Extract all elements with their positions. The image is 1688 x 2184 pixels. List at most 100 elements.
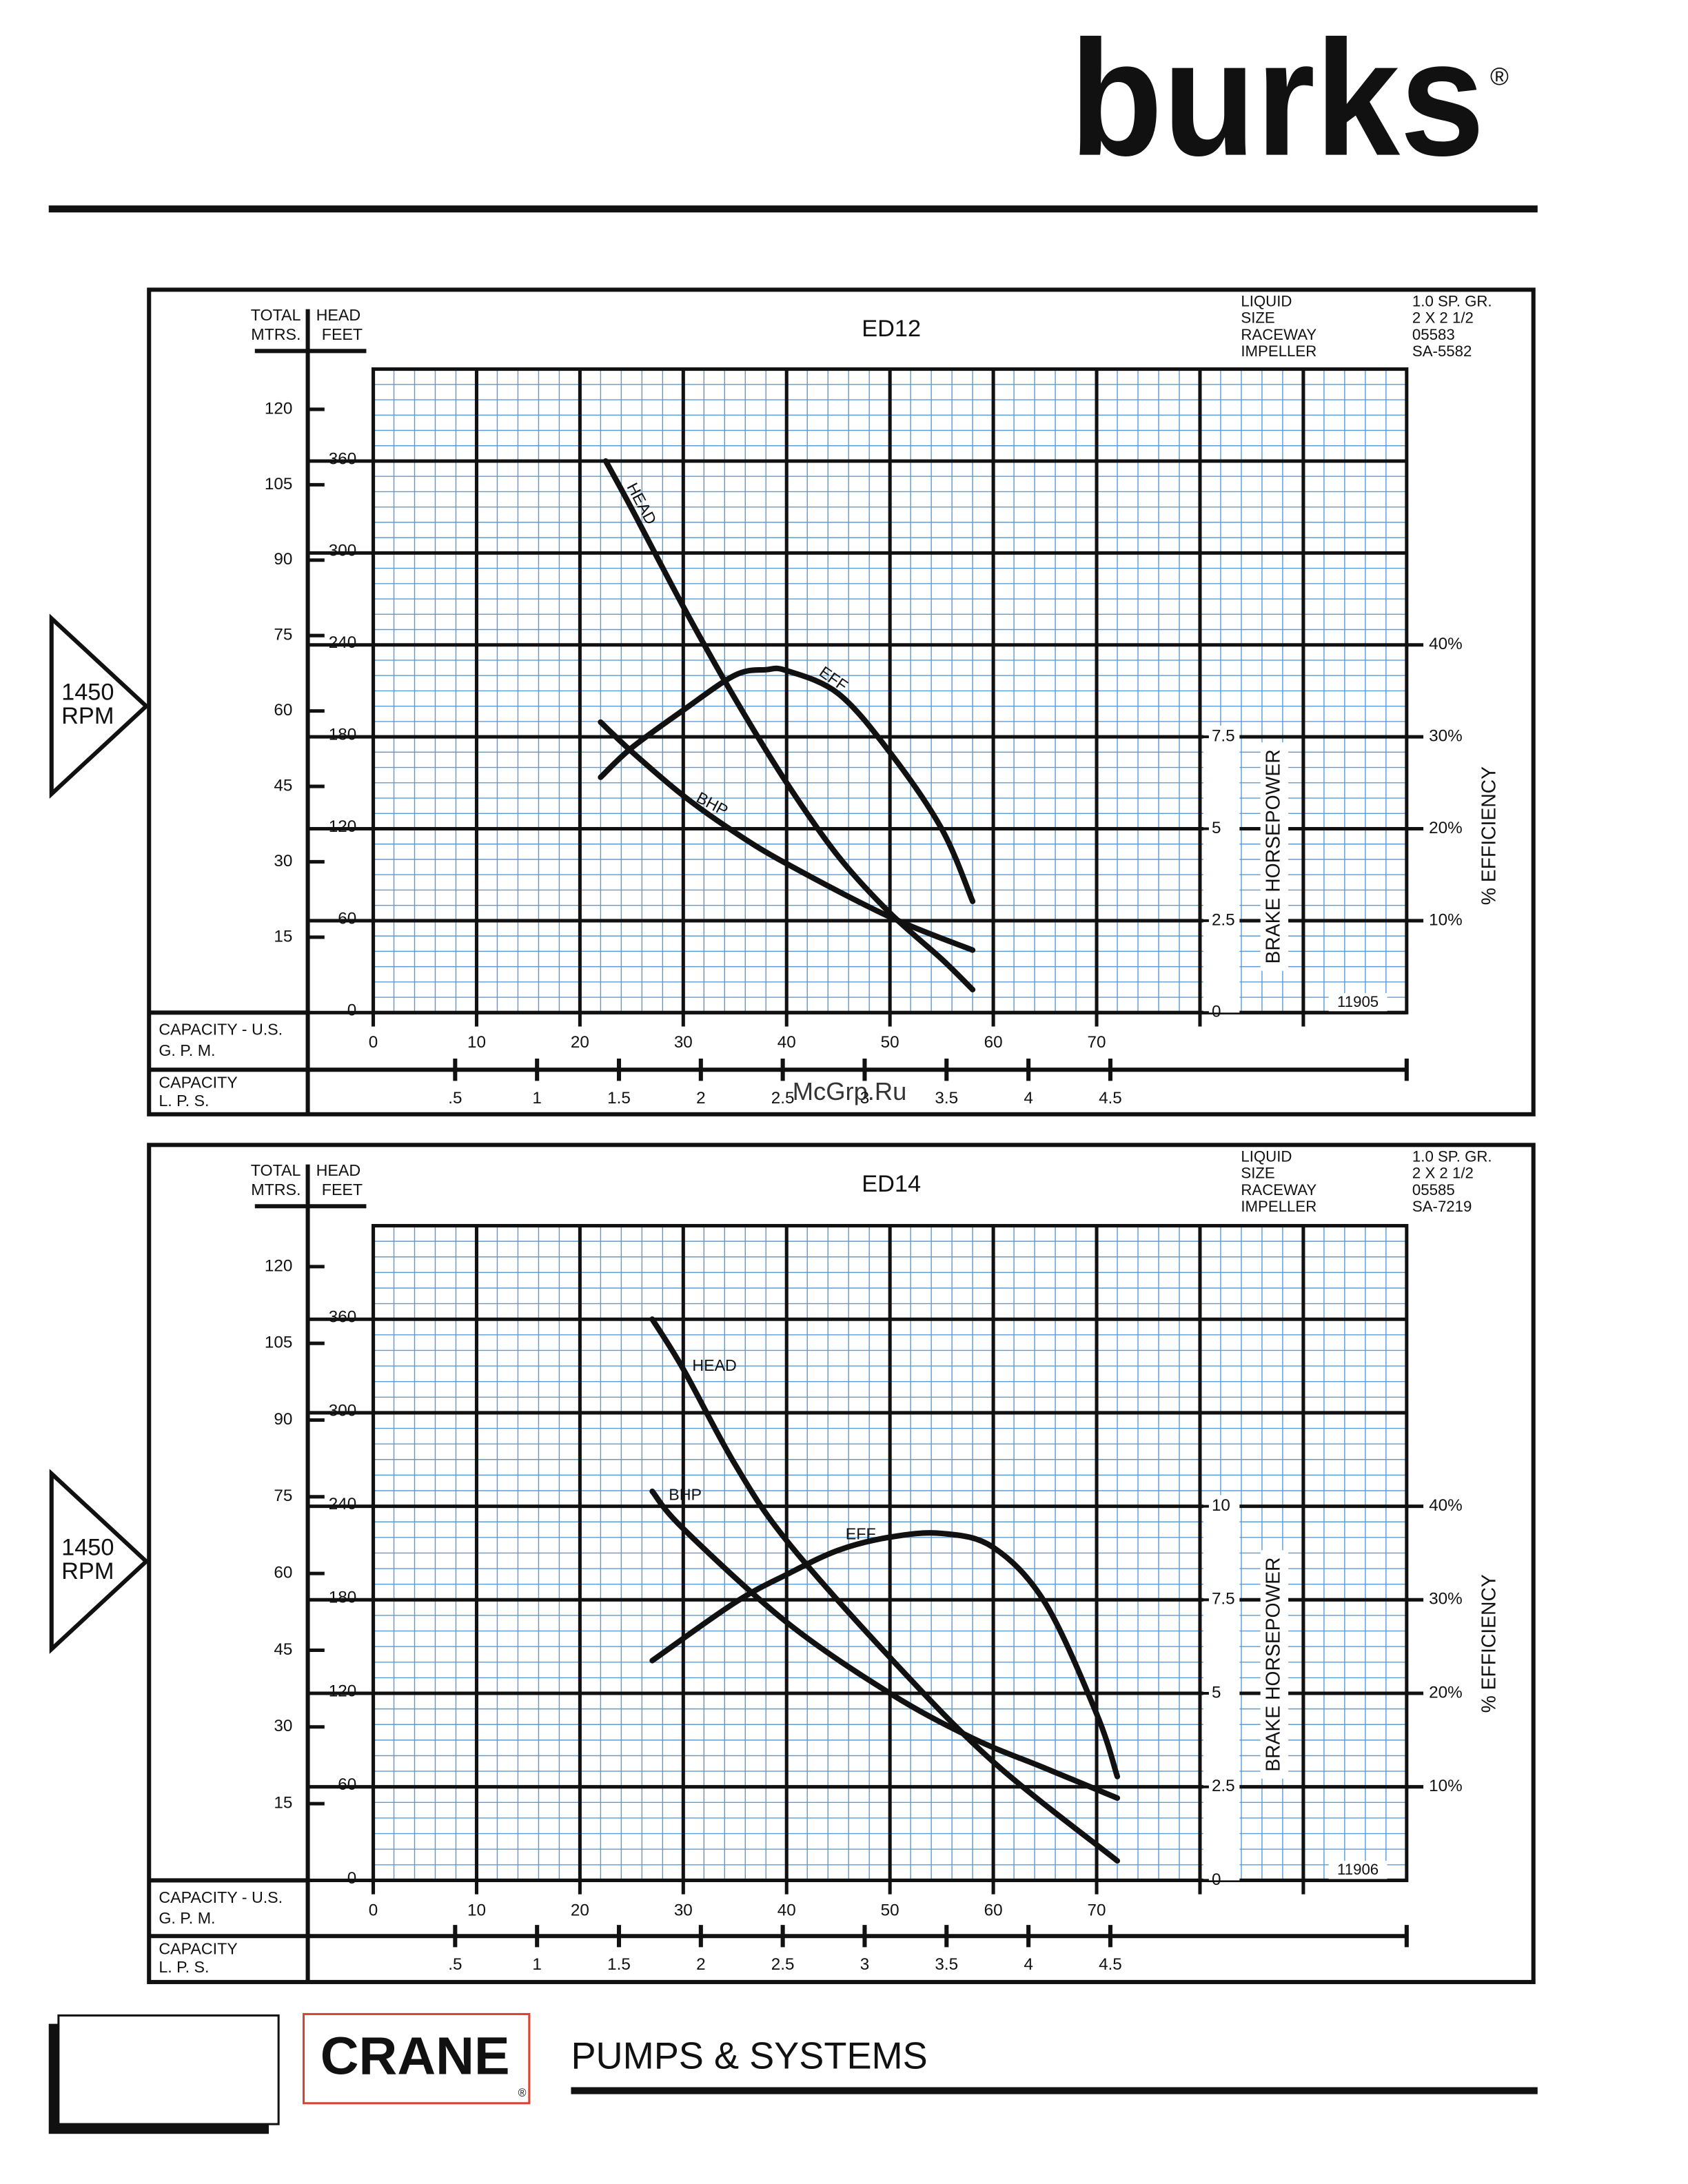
meter-tick-label: 60	[274, 701, 292, 720]
axis-label: FEET	[322, 1181, 363, 1198]
code-background	[1328, 1861, 1387, 1879]
axis-label: MTRS.	[251, 1181, 301, 1198]
spec-label: IMPELLER	[1241, 343, 1316, 360]
axis-label: HEAD	[316, 306, 361, 324]
lps-axis-title: CAPACITY	[159, 1074, 237, 1092]
crane-registered: ®	[518, 2087, 527, 2099]
efficiency-tick-label: 40%	[1429, 635, 1463, 653]
meter-tick-label: 30	[274, 852, 292, 870]
lps-axis-title: CAPACITY	[159, 1940, 237, 1958]
lps-tick-label: 3.5	[935, 1955, 958, 1974]
x-tick-label: 40	[777, 1033, 796, 1052]
speed-marker	[49, 613, 150, 799]
speed-marker	[49, 1469, 150, 1654]
speed-value: 1450	[61, 1534, 114, 1560]
bhp-label-background	[1203, 1495, 1240, 1881]
efficiency-tick-label: 30%	[1429, 727, 1463, 746]
meter-tick-label: 120	[265, 399, 292, 418]
y-tick-label: 300	[329, 1401, 356, 1420]
curve-label: HEAD	[692, 1356, 737, 1374]
x-tick-label: 0	[369, 1901, 378, 1919]
efficiency-axis-title: % EFFICIENCY	[1478, 766, 1500, 905]
bhp-tick-label: 5	[1212, 819, 1221, 837]
y-tick-label: 180	[329, 726, 356, 744]
meter-tick-label: 75	[274, 626, 292, 644]
bhp-tick-label: 0	[1212, 1003, 1221, 1021]
x-axis-title: G. P. M.	[159, 1041, 215, 1059]
watermark: McGrp.Ru	[793, 1077, 907, 1105]
y-tick-label: 0	[347, 1001, 356, 1020]
curve	[649, 1488, 1121, 1802]
meter-tick-label: 105	[265, 1334, 292, 1352]
x-tick-label: 0	[369, 1033, 378, 1052]
footer-box	[57, 2014, 280, 2125]
speed-unit: RPM	[61, 703, 114, 729]
spec-label: RACEWAY	[1241, 1181, 1316, 1198]
chart-title: ED12	[862, 316, 921, 342]
spec-value: 05583	[1412, 326, 1455, 343]
x-tick-label: 20	[571, 1901, 589, 1919]
lps-axis-title: L. P. S.	[159, 1958, 209, 1976]
axis-label: FEET	[322, 325, 363, 343]
bhp-tick-label: 10	[1212, 1496, 1230, 1515]
lps-tick-label: 1	[532, 1955, 541, 1974]
meter-tick-label: 15	[274, 1794, 292, 1813]
meter-tick-label: 30	[274, 1717, 292, 1735]
efficiency-tick-label: 10%	[1429, 910, 1463, 929]
meter-tick-label: 105	[265, 475, 292, 493]
lps-tick-label: .5	[448, 1955, 462, 1974]
spec-value: 05585	[1412, 1181, 1455, 1198]
meter-tick-label: 45	[274, 776, 292, 795]
meter-tick-label: 15	[274, 927, 292, 946]
chart-title: ED14	[862, 1171, 921, 1197]
spec-label: LIQUID	[1241, 292, 1292, 309]
meter-tick-label: 90	[274, 550, 292, 569]
efficiency-tick-label: 10%	[1429, 1777, 1463, 1795]
curve-label: EFF	[846, 1524, 876, 1542]
spec-value: SA-5582	[1412, 343, 1472, 360]
bhp-tick-label: 0	[1212, 1870, 1221, 1889]
meter-tick-label: 75	[274, 1487, 292, 1505]
curve	[649, 1316, 1121, 1864]
spec-value: 2 X 2 1/2	[1412, 1165, 1474, 1182]
chart-code: 11905	[1337, 993, 1379, 1010]
lps-tick-label: 1.5	[607, 1955, 631, 1974]
lps-tick-label: 4	[1024, 1089, 1033, 1108]
x-tick-label: 70	[1088, 1033, 1106, 1052]
curve	[602, 458, 976, 992]
brand: burks	[1070, 6, 1485, 190]
efficiency-tick-label: 20%	[1429, 1683, 1463, 1702]
bhp-axis-title: BRAKE HORSEPOWER	[1261, 749, 1283, 963]
efficiency-axis-title: % EFFICIENCY	[1478, 1574, 1500, 1713]
brand-registered: ®	[1490, 62, 1509, 90]
y-tick-label: 0	[347, 1869, 356, 1888]
lps-tick-label: 2	[696, 1955, 705, 1974]
bhp-title-background	[1260, 742, 1289, 971]
meter-tick-label: 60	[274, 1564, 292, 1582]
spec-value: 1.0 SP. GR.	[1412, 1147, 1492, 1165]
meter-tick-label: 45	[274, 1640, 292, 1659]
lps-tick-label: 3	[860, 1955, 869, 1974]
chart: 0 10 20 30 40 50 60 700601201802403003601530456…	[49, 1143, 1536, 1984]
speed-unit: RPM	[61, 1558, 114, 1584]
y-tick-label: 60	[338, 909, 356, 928]
bhp-title-background	[1260, 1550, 1289, 1779]
x-tick-label: 60	[984, 1901, 1003, 1919]
y-tick-label: 360	[329, 1308, 356, 1327]
division: PUMPS & SYSTEMS	[571, 2035, 927, 2077]
lps-tick-label: 4.5	[1099, 1955, 1122, 1974]
lps-tick-label: 4.5	[1099, 1089, 1122, 1108]
bhp-label-background	[1203, 725, 1240, 1013]
x-tick-label: 10	[467, 1901, 486, 1919]
efficiency-tick-label: 20%	[1429, 819, 1463, 837]
x-axis-title: G. P. M.	[159, 1909, 215, 1927]
y-tick-label: 300	[329, 542, 356, 560]
x-tick-label: 60	[984, 1033, 1003, 1052]
bhp-tick-label: 5	[1212, 1683, 1221, 1702]
speed-value: 1450	[61, 680, 114, 706]
lps-tick-label: 3.5	[935, 1089, 958, 1108]
x-axis-title: CAPACITY - U.S.	[159, 1021, 283, 1039]
y-tick-label: 120	[329, 1682, 356, 1700]
lps-tick-label: 4	[1024, 1955, 1033, 1974]
x-tick-label: 40	[777, 1901, 796, 1919]
